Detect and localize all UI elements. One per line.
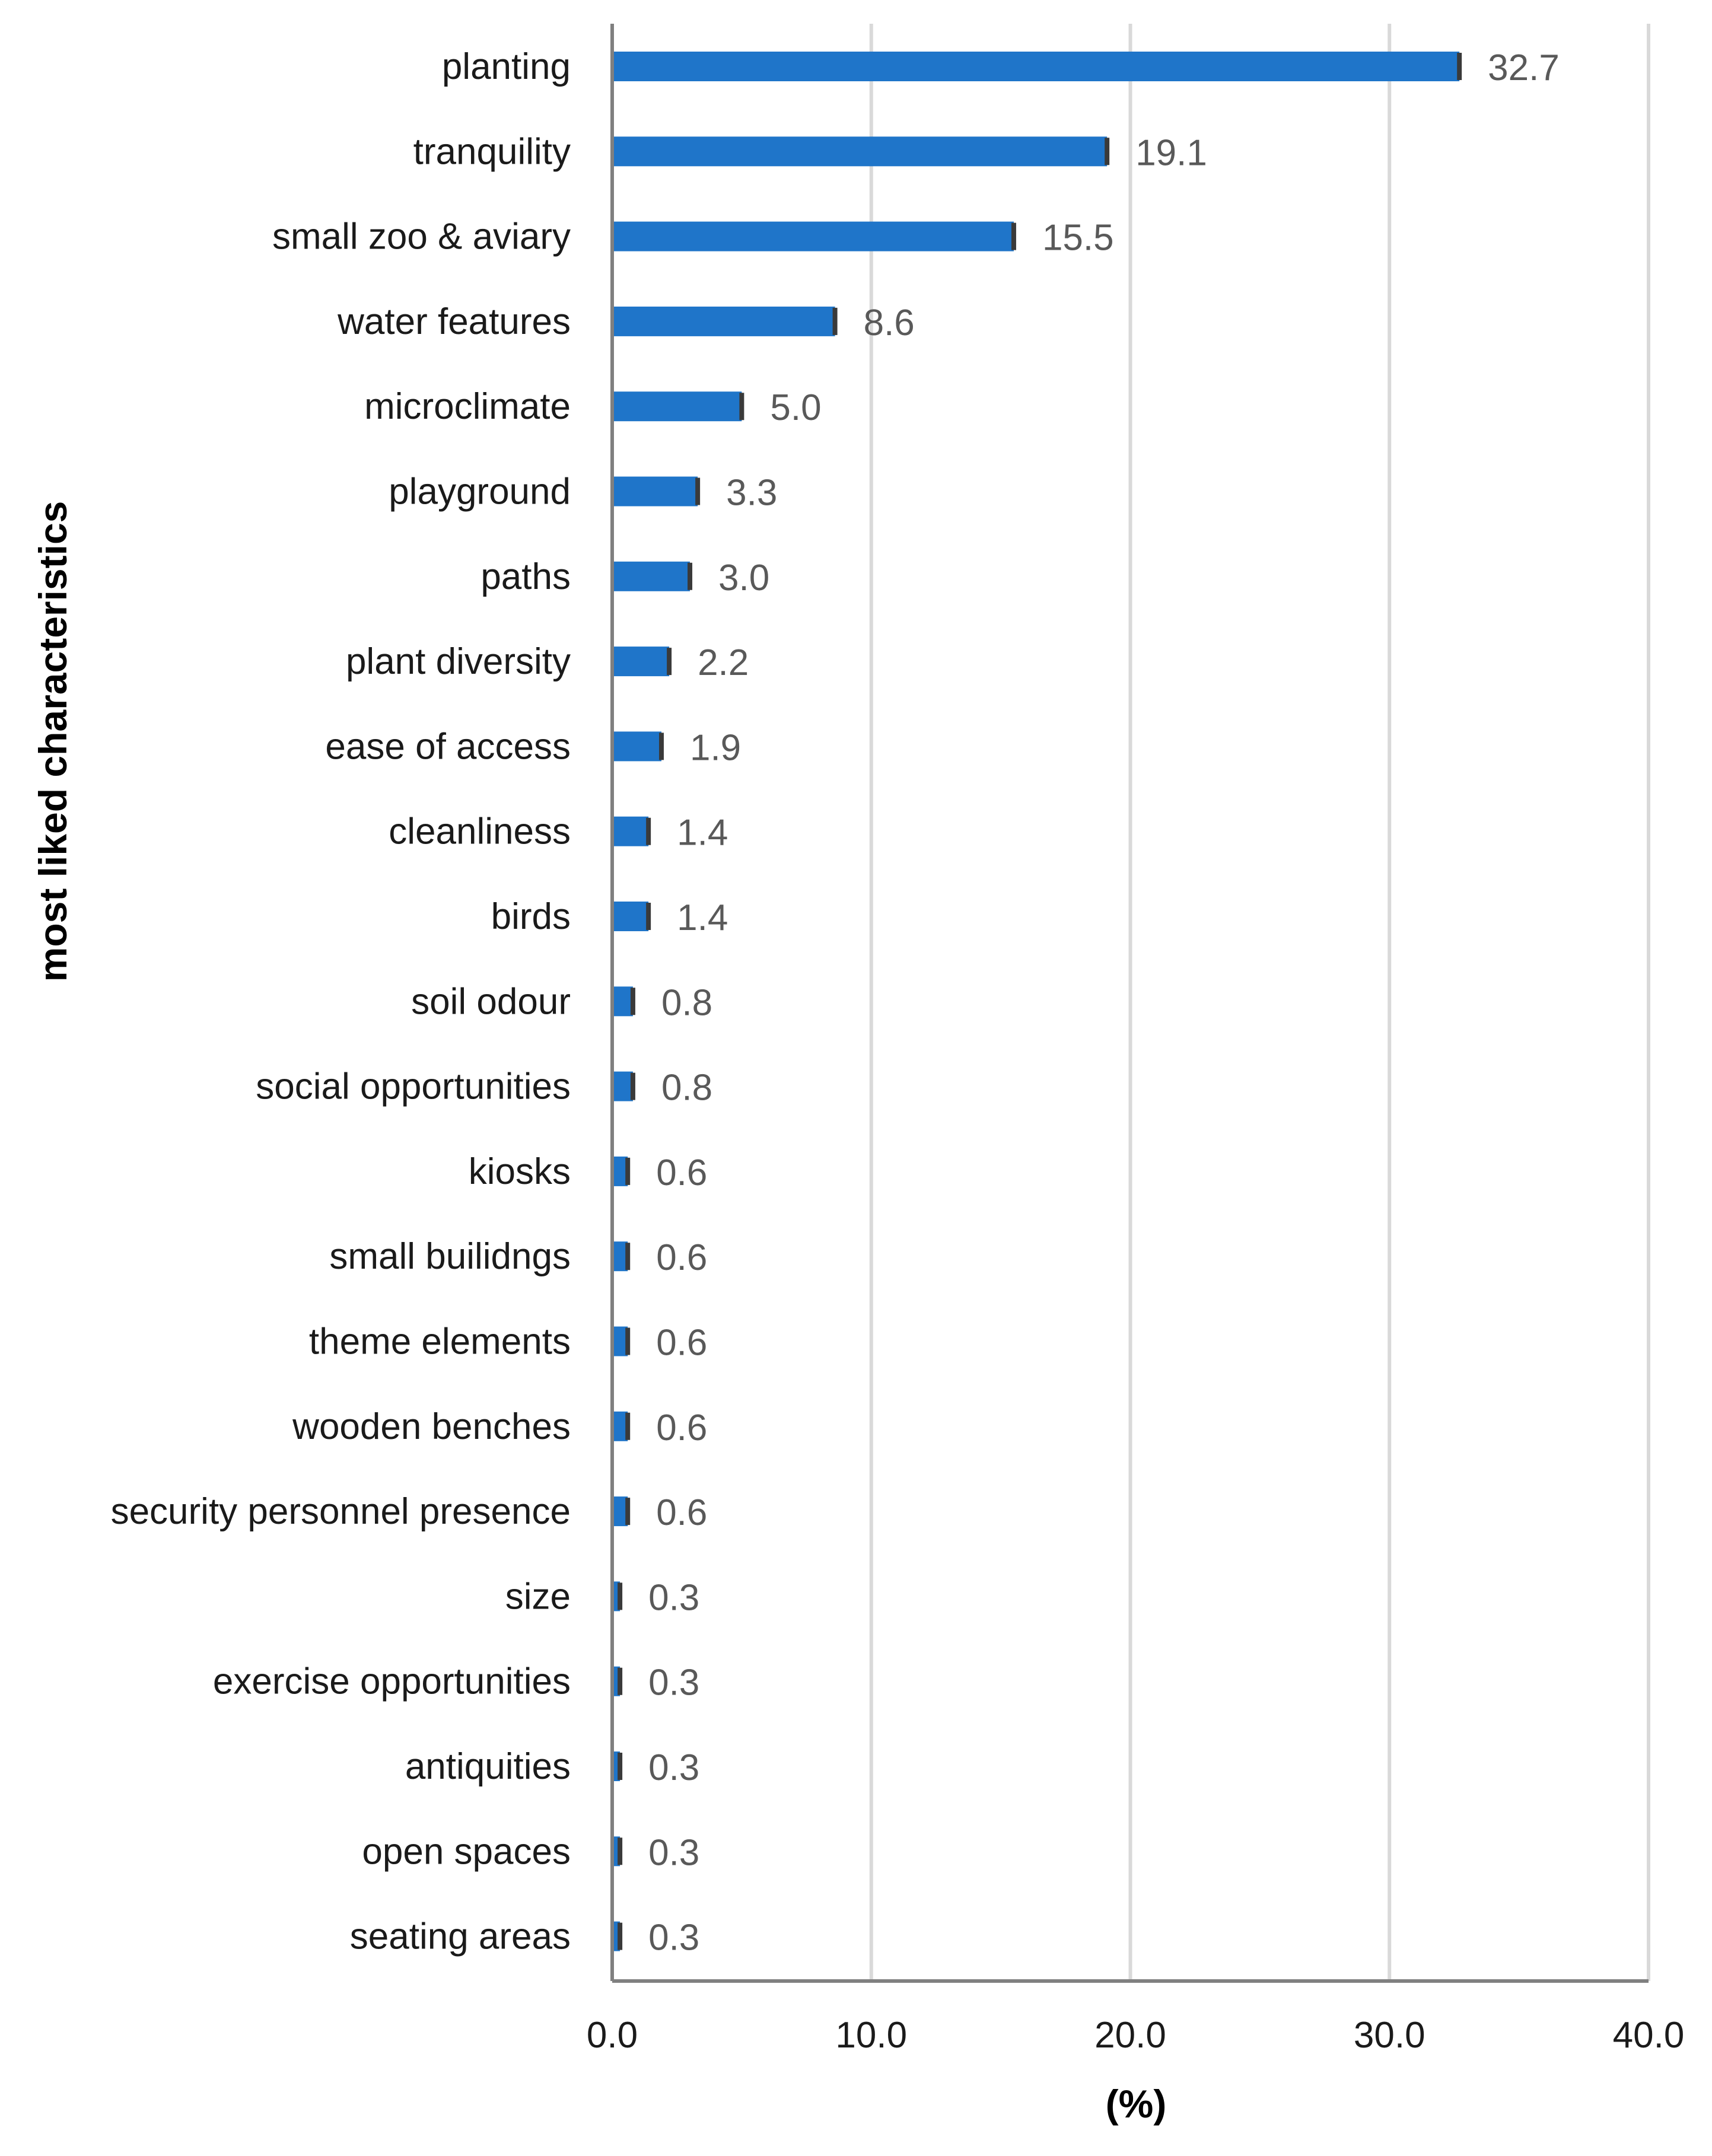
- bar: [612, 221, 1014, 251]
- data-label: 0.6: [656, 1237, 707, 1278]
- data-label: 5.0: [770, 387, 821, 428]
- data-label: 0.3: [648, 1663, 699, 1703]
- category-label: antiquities: [405, 1746, 571, 1787]
- category-label: open spaces: [362, 1831, 571, 1872]
- x-tick-label: 30.0: [1354, 2015, 1425, 2056]
- y-axis-title: most liked characteristics: [31, 501, 75, 982]
- data-label: 2.2: [698, 642, 749, 683]
- data-label: 0.3: [648, 1577, 699, 1618]
- data-label: 3.0: [718, 558, 769, 598]
- bar: [612, 1156, 628, 1186]
- bar: [612, 1241, 628, 1272]
- category-label: soil odour: [411, 981, 571, 1022]
- bar: [612, 391, 742, 422]
- data-label: 1.4: [677, 897, 728, 938]
- axes: [610, 24, 1649, 1983]
- category-label: theme elements: [309, 1321, 571, 1362]
- bar: [612, 561, 690, 591]
- data-label: 0.6: [656, 1407, 707, 1448]
- category-label: water features: [337, 301, 571, 342]
- bar: [612, 647, 670, 677]
- data-label: 8.6: [864, 302, 915, 343]
- data-label: 19.1: [1135, 132, 1207, 173]
- data-label: 0.3: [648, 1747, 699, 1788]
- category-label: kiosks: [469, 1151, 571, 1192]
- data-label: 0.8: [661, 982, 712, 1023]
- category-label: wooden benches: [292, 1406, 571, 1447]
- category-label: size: [505, 1576, 571, 1617]
- category-label: birds: [491, 896, 571, 937]
- category-label: cleanliness: [389, 811, 571, 852]
- category-label: playground: [389, 472, 571, 512]
- bar: [612, 731, 661, 762]
- category-label: small builidngs: [329, 1236, 571, 1277]
- gridlines: [869, 24, 1650, 1981]
- bars: [612, 52, 1462, 1951]
- x-axis-title: (%): [1106, 2082, 1167, 2126]
- category-label: seating areas: [350, 1916, 571, 1957]
- category-label: security personnel presence: [111, 1491, 571, 1532]
- category-label: paths: [480, 556, 571, 597]
- x-tick-label: 10.0: [835, 2015, 907, 2056]
- category-label: social opportunities: [256, 1066, 571, 1107]
- category-label: small zoo & aviary: [272, 216, 571, 257]
- bar: [612, 1411, 628, 1441]
- data-label: 0.3: [648, 1832, 699, 1873]
- data-label: 0.3: [648, 1918, 699, 1958]
- bar: [612, 1496, 628, 1527]
- category-label: ease of access: [325, 726, 571, 767]
- x-tick-label: 20.0: [1094, 2015, 1166, 2056]
- bar: [612, 306, 835, 336]
- data-label: 0.6: [656, 1152, 707, 1193]
- bar: [612, 902, 649, 931]
- data-label: 1.4: [677, 813, 728, 854]
- x-tick-label: 0.0: [587, 2015, 638, 2056]
- category-label: plant diversity: [346, 641, 571, 682]
- data-label: 0.6: [656, 1323, 707, 1364]
- bar: [612, 1071, 633, 1101]
- bar: [612, 136, 1108, 167]
- data-label: 0.8: [661, 1068, 712, 1109]
- data-label: 0.6: [656, 1492, 707, 1533]
- bar: [612, 52, 1460, 81]
- bar: [612, 476, 698, 507]
- bar: [612, 816, 649, 846]
- data-label: 1.9: [690, 727, 741, 768]
- bar: [612, 986, 633, 1017]
- bar: [612, 1326, 628, 1356]
- data-label: 32.7: [1488, 47, 1560, 88]
- category-label: microclimate: [364, 386, 571, 427]
- labels: 0.0 10.0 20.0 30.0 40.0 planting 32.7 tranquili…: [111, 46, 1685, 2056]
- category-label: planting: [442, 46, 571, 87]
- x-tick-label: 40.0: [1613, 2015, 1685, 2056]
- category-label: tranquility: [413, 131, 571, 172]
- category-label: exercise opportunities: [213, 1661, 571, 1702]
- data-label: 3.3: [726, 473, 777, 514]
- data-label: 15.5: [1042, 218, 1114, 259]
